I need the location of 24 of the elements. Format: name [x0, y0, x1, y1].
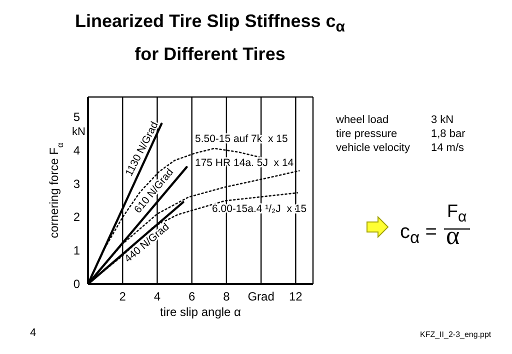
y-tick-label: 5 [73, 110, 80, 124]
x-tick-label: 4 [154, 290, 161, 304]
text: wheel load [336, 114, 389, 126]
chart-title: Linearized Tire Slip Stiffness c$_{α}$ for Different Tires [75, 11, 345, 64]
y-tick-label: 2 [73, 210, 80, 224]
text: kN [72, 126, 86, 138]
x-tick-label: Grad [248, 290, 274, 304]
y-tick-label: 4 [73, 143, 80, 158]
x-axis-title: tire slip angle α [160, 305, 242, 319]
text: 4 [30, 327, 36, 339]
x-tick-label: 6 [188, 290, 196, 304]
text: KFZ_II_2-3_eng.ppt [420, 330, 492, 339]
text: tire pressure [336, 128, 398, 140]
text: c$_{α}$ = [400, 221, 437, 247]
x-tick-label: 8 [223, 290, 230, 304]
text: vehicle velocity [336, 142, 410, 154]
x-tick-label: 2 [119, 290, 126, 304]
x-tick-label: 12 [289, 290, 303, 304]
y-tick-label: 0 [73, 277, 80, 291]
y-tick-label: 1 [73, 244, 80, 258]
text: 14 m/s [431, 142, 464, 154]
y-tick-label: 3 [73, 176, 80, 191]
text: 1,8 bar [431, 128, 466, 140]
text: 3 kN [431, 114, 454, 126]
